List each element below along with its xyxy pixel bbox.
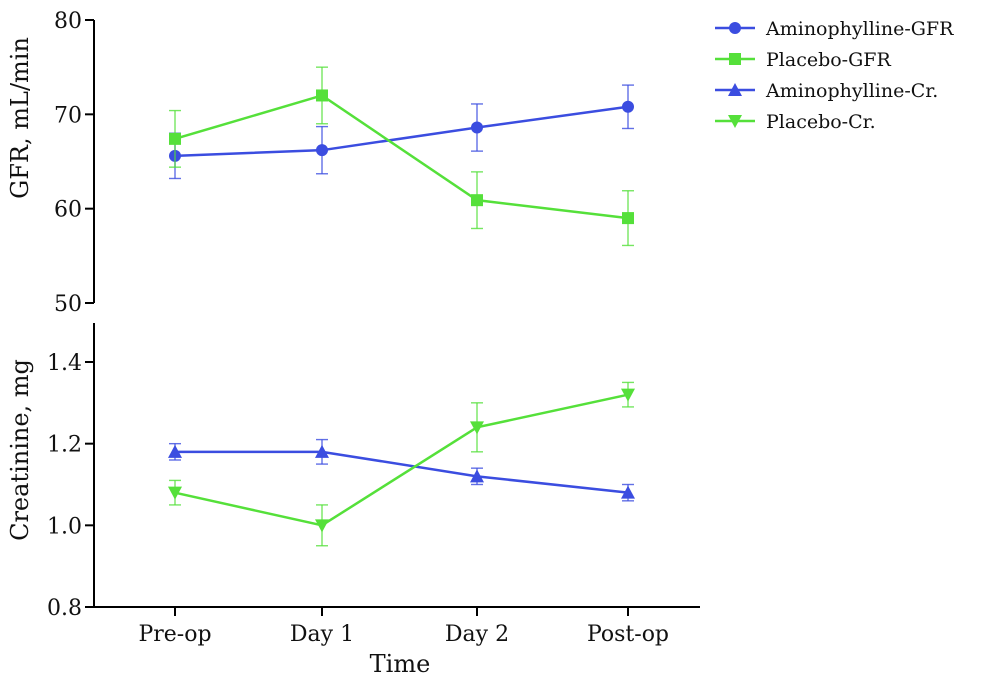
x-tick-label: Pre-op <box>138 622 211 647</box>
legend-label: Aminophylline-Cr. <box>765 80 938 102</box>
data-point <box>471 121 483 134</box>
legend-label: Aminophylline-GFR <box>765 18 954 40</box>
legend-label: Placebo-GFR <box>766 49 891 71</box>
legend-marker <box>728 115 742 128</box>
legend: Aminophylline-GFR Placebo-GFR Aminophyllin… <box>715 18 954 133</box>
data-point <box>470 421 484 435</box>
lower-panel-creatinine: 0.8 1.0 1.2 1.4 <box>47 323 635 621</box>
legend-marker <box>728 83 742 96</box>
data-point <box>316 144 328 157</box>
y-tick-label: 60 <box>54 198 82 223</box>
data-point <box>621 485 635 499</box>
y-axis-title-creatinine: Creatinine, mg <box>6 359 34 541</box>
series-placebo-gfr <box>169 66 634 247</box>
y-tick-label: 50 <box>54 292 82 317</box>
y-axis-title-gfr: GFR, mL/min <box>6 37 34 199</box>
data-point <box>168 486 182 500</box>
x-axis-title: Time <box>370 650 431 678</box>
series-line <box>174 94 629 220</box>
y-tick-label: 80 <box>54 9 82 34</box>
y-tick-label: 0.8 <box>47 596 82 621</box>
series-line <box>174 393 629 527</box>
data-point <box>168 444 182 458</box>
legend-item-aminophylline-cr: Aminophylline-Cr. <box>715 80 938 102</box>
data-point <box>622 212 634 225</box>
data-point <box>621 388 635 402</box>
data-point <box>315 519 329 533</box>
legend-marker <box>729 53 741 65</box>
legend-marker <box>729 22 741 34</box>
y-tick-label: 1.0 <box>47 514 82 539</box>
data-point <box>622 100 634 113</box>
data-point <box>315 444 329 458</box>
x-tick-label: Post-op <box>587 622 669 647</box>
y-tick-label: 1.4 <box>47 351 82 376</box>
y-tick-label: 70 <box>54 103 82 128</box>
series-placebo-cr <box>168 381 635 547</box>
x-tick-label: Day 2 <box>445 622 509 647</box>
legend-item-placebo-gfr: Placebo-GFR <box>715 49 891 71</box>
x-axis: Pre-op Day 1 Day 2 Post-op <box>94 606 700 647</box>
legend-item-aminophylline-gfr: Aminophylline-GFR <box>715 18 954 40</box>
x-tick-label: Day 1 <box>290 622 354 647</box>
data-point <box>316 89 328 102</box>
data-point <box>470 469 484 483</box>
series-line <box>175 450 629 494</box>
series-line <box>174 105 629 158</box>
data-point <box>169 132 181 145</box>
upper-panel-gfr: 50 60 70 80 <box>54 9 634 317</box>
legend-item-placebo-cr: Placebo-Cr. <box>715 111 876 133</box>
y-tick-label: 1.2 <box>47 433 82 458</box>
series-aminophylline-gfr <box>169 84 634 180</box>
series-aminophylline-cr <box>168 438 635 502</box>
data-point <box>471 194 483 207</box>
legend-label: Placebo-Cr. <box>766 111 876 133</box>
